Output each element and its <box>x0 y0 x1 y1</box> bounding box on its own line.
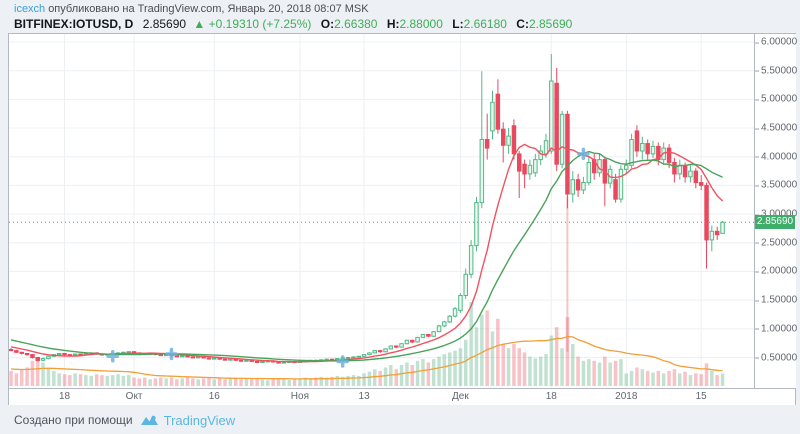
footer: Создано при помощи TradingView <box>14 410 235 430</box>
price-tick-label: 4.50000 <box>754 122 798 134</box>
time-tick-label: 18 <box>58 391 71 402</box>
time-tick-label: Окт <box>125 391 143 402</box>
price-tick-label: 5.00000 <box>754 93 798 105</box>
last-price-badge: 2.85690 <box>755 215 795 230</box>
tradingview-logo-icon <box>140 415 158 425</box>
price-axis[interactable]: 6.00000 5.50000 5.00000 4.50000 4.00000 3.500… <box>754 34 798 388</box>
price-tick-label: 2.00000 <box>754 265 798 277</box>
chart-plot[interactable] <box>9 34 754 388</box>
price-tick-label: 3.00000 <box>754 208 798 220</box>
price-tick-label: 6.00000 <box>754 36 798 48</box>
attribution-line: icexch опубликовано на TradingView.com, Я… <box>14 3 369 15</box>
symbol-line: BITFINEX:IOTUSD, D 2.85690 ▲ +0.19310 (+… <box>14 17 572 31</box>
price-tick-label: 1.00000 <box>754 323 798 335</box>
time-tick-label: 15 <box>695 391 707 402</box>
time-tick-label: 16 <box>208 391 220 402</box>
price-change: +0.19310 (+7.25%) <box>208 17 312 31</box>
time-axis[interactable]: 18 Окт 16 Ноя 13 Дек 18 2018 15 <box>9 388 795 405</box>
price-tick-label: 4.00000 <box>754 151 798 163</box>
close-value: 2.85690 <box>528 17 573 31</box>
low-value: 2.66180 <box>463 17 507 31</box>
tradingview-brand-text: TradingView <box>163 412 236 428</box>
chart-widget: 6.00000 5.50000 5.00000 4.50000 4.00000 3.500… <box>8 33 798 405</box>
time-tick-label: Дек <box>452 391 469 402</box>
change-arrow-icon: ▲ <box>193 17 206 31</box>
footer-text: Создано при помощи <box>14 413 133 427</box>
close-label: C: <box>516 17 529 31</box>
price-tick-label: 0.50000 <box>754 352 798 363</box>
low-label: L: <box>452 17 464 31</box>
last-price-value: 2.85690 <box>142 17 187 31</box>
symbol-title: BITFINEX:IOTUSD, D <box>14 17 134 31</box>
high-value: 2.88000 <box>399 17 443 31</box>
open-label: O: <box>320 17 335 31</box>
price-tick-label: 3.50000 <box>754 179 798 191</box>
time-tick-label: Ноя <box>290 391 309 402</box>
open-value: 2.66380 <box>334 17 378 31</box>
time-tick-label: 13 <box>358 391 370 402</box>
high-label: H: <box>386 17 400 31</box>
time-tick-label: 2018 <box>615 391 638 402</box>
time-tick-label: 18 <box>545 391 557 402</box>
tradingview-link[interactable]: TradingView <box>140 412 236 428</box>
price-tick-label: 1.50000 <box>754 294 798 306</box>
attribution-text: опубликовано на TradingView.com, Январь … <box>48 3 369 15</box>
price-tick-label: 2.50000 <box>754 237 798 249</box>
price-tick-label: 5.50000 <box>754 65 798 77</box>
author-link[interactable]: icexch <box>14 3 46 15</box>
